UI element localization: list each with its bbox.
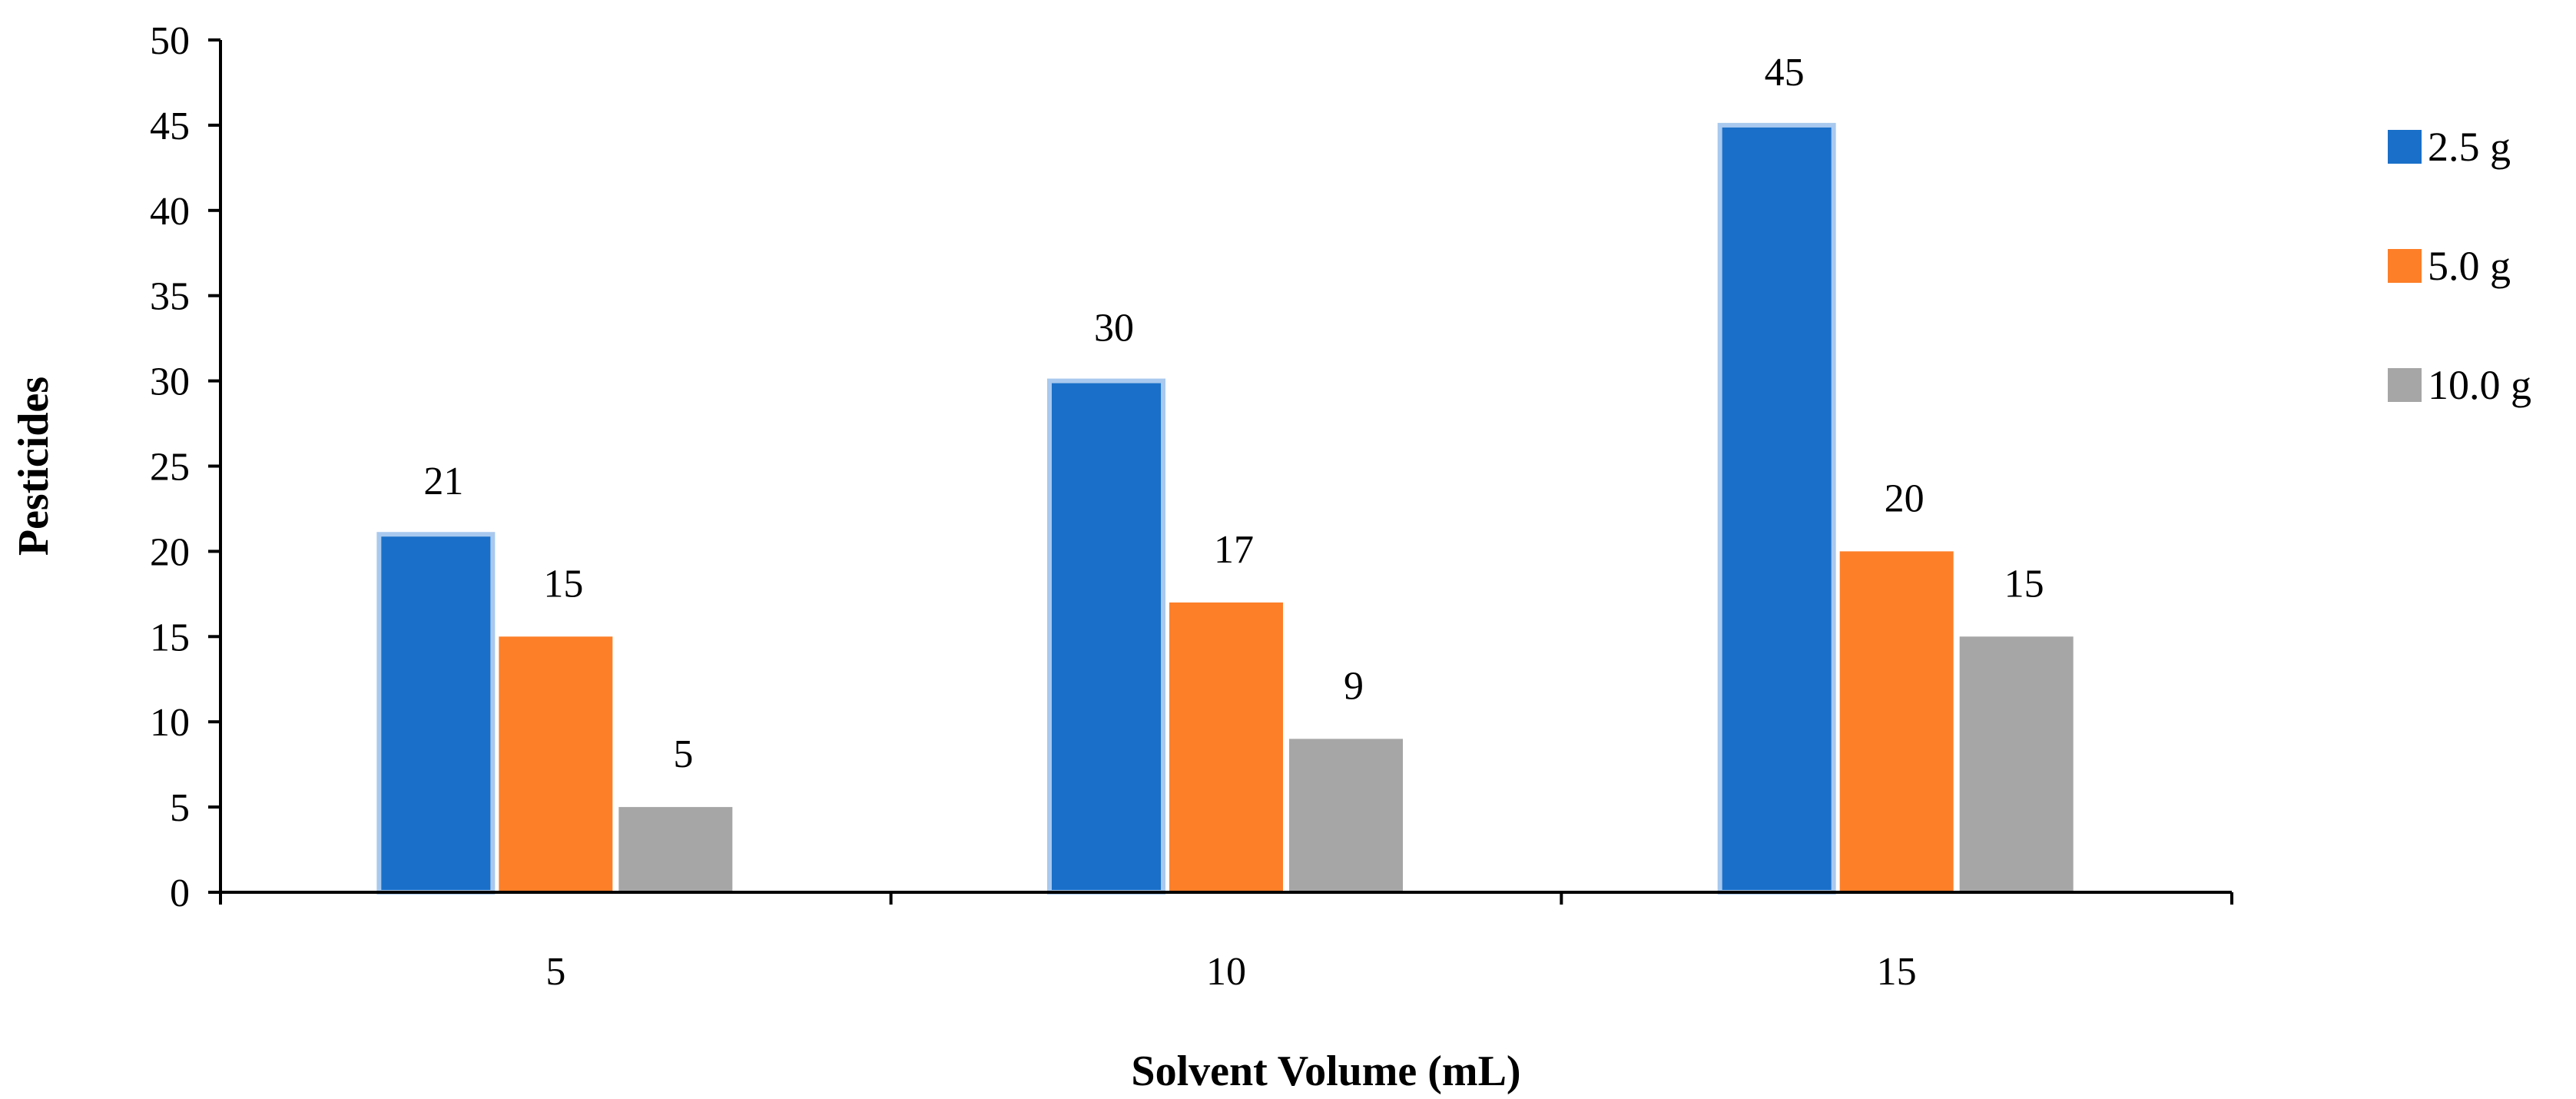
y-tick-label: 15 <box>150 616 190 659</box>
data-label: 15 <box>543 562 583 606</box>
y-tick-label: 25 <box>150 446 190 490</box>
data-label: 30 <box>1094 307 1134 350</box>
axes: 0 5 10 15 20 25 30 35 40 45 50 5 10 15 <box>150 19 2233 994</box>
bar <box>376 532 496 895</box>
data-label: 15 <box>2004 562 2044 606</box>
bar <box>499 636 613 892</box>
data-label: 9 <box>1344 664 1364 708</box>
x-axis-title: Solvent Volume (mL) <box>1131 1048 1520 1095</box>
bar <box>1839 551 1954 892</box>
y-tick-label: 5 <box>170 786 190 830</box>
legend-swatch <box>2388 249 2422 283</box>
legend-swatch <box>2388 130 2422 164</box>
bar <box>1047 378 1165 895</box>
y-tick-label: 0 <box>170 872 190 915</box>
y-tick-label: 20 <box>150 530 190 574</box>
data-label: 45 <box>1765 51 1805 95</box>
bar <box>1717 122 1836 895</box>
y-tick-label: 35 <box>150 275 190 319</box>
data-label: 21 <box>423 460 463 503</box>
legend-label: 2.5 g <box>2428 124 2511 170</box>
y-tick-label: 50 <box>150 19 190 63</box>
plot-area: 21 15 5 30 17 9 45 20 15 <box>376 51 2074 895</box>
y-axis-title: Pesticides <box>10 377 58 556</box>
y-tick-label: 30 <box>150 360 190 404</box>
data-label: 17 <box>1214 528 1254 572</box>
legend-label: 5.0 g <box>2428 243 2511 289</box>
y-tick-label: 40 <box>150 190 190 234</box>
data-label: 5 <box>673 732 693 776</box>
bar <box>1169 602 1283 892</box>
legend-label: 10.0 g <box>2428 362 2531 408</box>
x-tick-label: 10 <box>1206 950 1246 994</box>
data-label: 20 <box>1885 476 1925 520</box>
bar <box>1959 636 2074 892</box>
legend: 2.5 g 5.0 g 10.0 g <box>2388 124 2531 408</box>
y-tick-label: 10 <box>150 701 190 745</box>
x-tick-label: 15 <box>1877 950 1917 994</box>
legend-swatch <box>2388 368 2422 402</box>
x-tick-label: 5 <box>545 950 565 994</box>
y-tick-label: 45 <box>150 105 190 148</box>
bar <box>1289 739 1403 892</box>
bar <box>618 807 733 892</box>
